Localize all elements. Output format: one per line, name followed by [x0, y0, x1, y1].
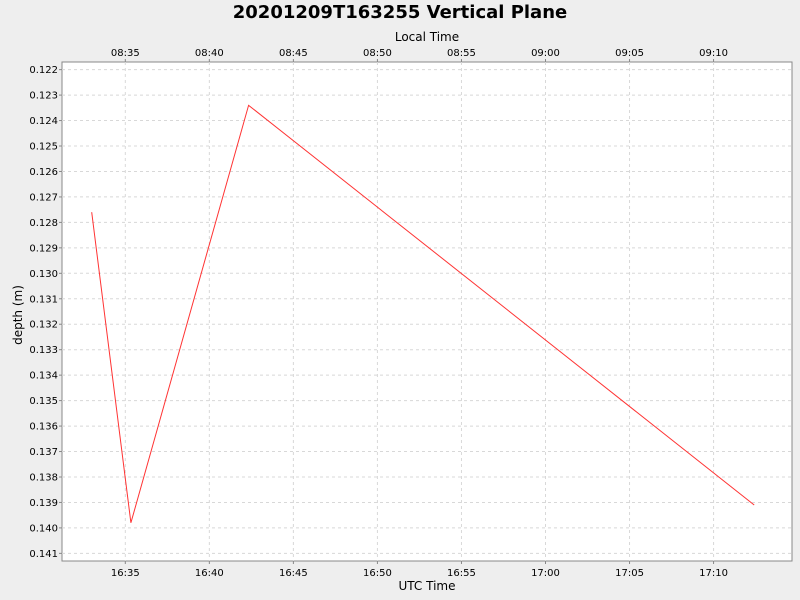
y-tick-label: 0.127 — [29, 192, 58, 203]
y-tick-label: 0.131 — [29, 294, 58, 305]
y-tick-label: 0.124 — [29, 116, 58, 127]
y-tick-label: 0.141 — [29, 549, 58, 560]
chart-title: 20201209T163255 Vertical Plane — [232, 2, 568, 23]
x2-tick-label: 08:35 — [111, 48, 140, 59]
y-tick-label: 0.132 — [29, 320, 58, 331]
x-axis-label: UTC Time — [399, 579, 456, 593]
y-tick-label: 0.122 — [29, 65, 58, 76]
x-tick-label: 16:45 — [279, 568, 308, 579]
x2-tick-label: 08:40 — [195, 48, 224, 59]
y-tick-label: 0.137 — [29, 447, 58, 458]
y-tick-label: 0.134 — [29, 371, 58, 382]
y-tick-label: 0.126 — [29, 167, 58, 178]
y-axis-label: depth (m) — [11, 285, 25, 345]
grid-lines — [62, 62, 792, 561]
y-tick-label: 0.128 — [29, 218, 58, 229]
bottom-axis-ticks: 16:35 16:40 16:45 16:50 16:55 17:00 17:05 17:10 — [111, 561, 728, 579]
y-tick-label: 0.135 — [29, 396, 58, 407]
plot-area — [61, 61, 793, 562]
x-tick-label: 17:00 — [531, 568, 560, 579]
y-tick-label: 0.125 — [29, 142, 58, 153]
series-line — [91, 104, 755, 523]
y-tick-label: 0.136 — [29, 422, 58, 433]
left-axis-ticks: 0.122 0.123 0.124 0.125 0.126 0.127 0.128 0.129… — [29, 65, 62, 560]
y-tick-label: 0.130 — [29, 269, 58, 280]
x2-tick-label: 09:10 — [699, 48, 728, 59]
x2-tick-label: 09:00 — [531, 48, 560, 59]
x-tick-label: 17:05 — [615, 568, 644, 579]
x-tick-label: 16:55 — [447, 568, 476, 579]
top-axis-ticks: 08:35 08:40 08:45 08:50 08:55 09:00 09:05 09:10 — [111, 48, 728, 62]
x2-tick-label: 08:55 — [447, 48, 476, 59]
y-tick-label: 0.139 — [29, 498, 58, 509]
x-tick-label: 16:35 — [111, 568, 140, 579]
y-tick-label: 0.138 — [29, 472, 58, 483]
x-tick-label: 17:10 — [699, 568, 728, 579]
x2-tick-label: 09:05 — [615, 48, 644, 59]
y-tick-label: 0.123 — [29, 91, 58, 102]
y-tick-label: 0.140 — [29, 523, 58, 534]
x-tick-label: 16:50 — [363, 568, 392, 579]
y-tick-label: 0.133 — [29, 345, 58, 356]
x2-tick-label: 08:45 — [279, 48, 308, 59]
y-tick-label: 0.129 — [29, 243, 58, 254]
x2-axis-label: Local Time — [395, 30, 459, 44]
x2-tick-label: 08:50 — [363, 48, 392, 59]
x-tick-label: 16:40 — [195, 568, 224, 579]
